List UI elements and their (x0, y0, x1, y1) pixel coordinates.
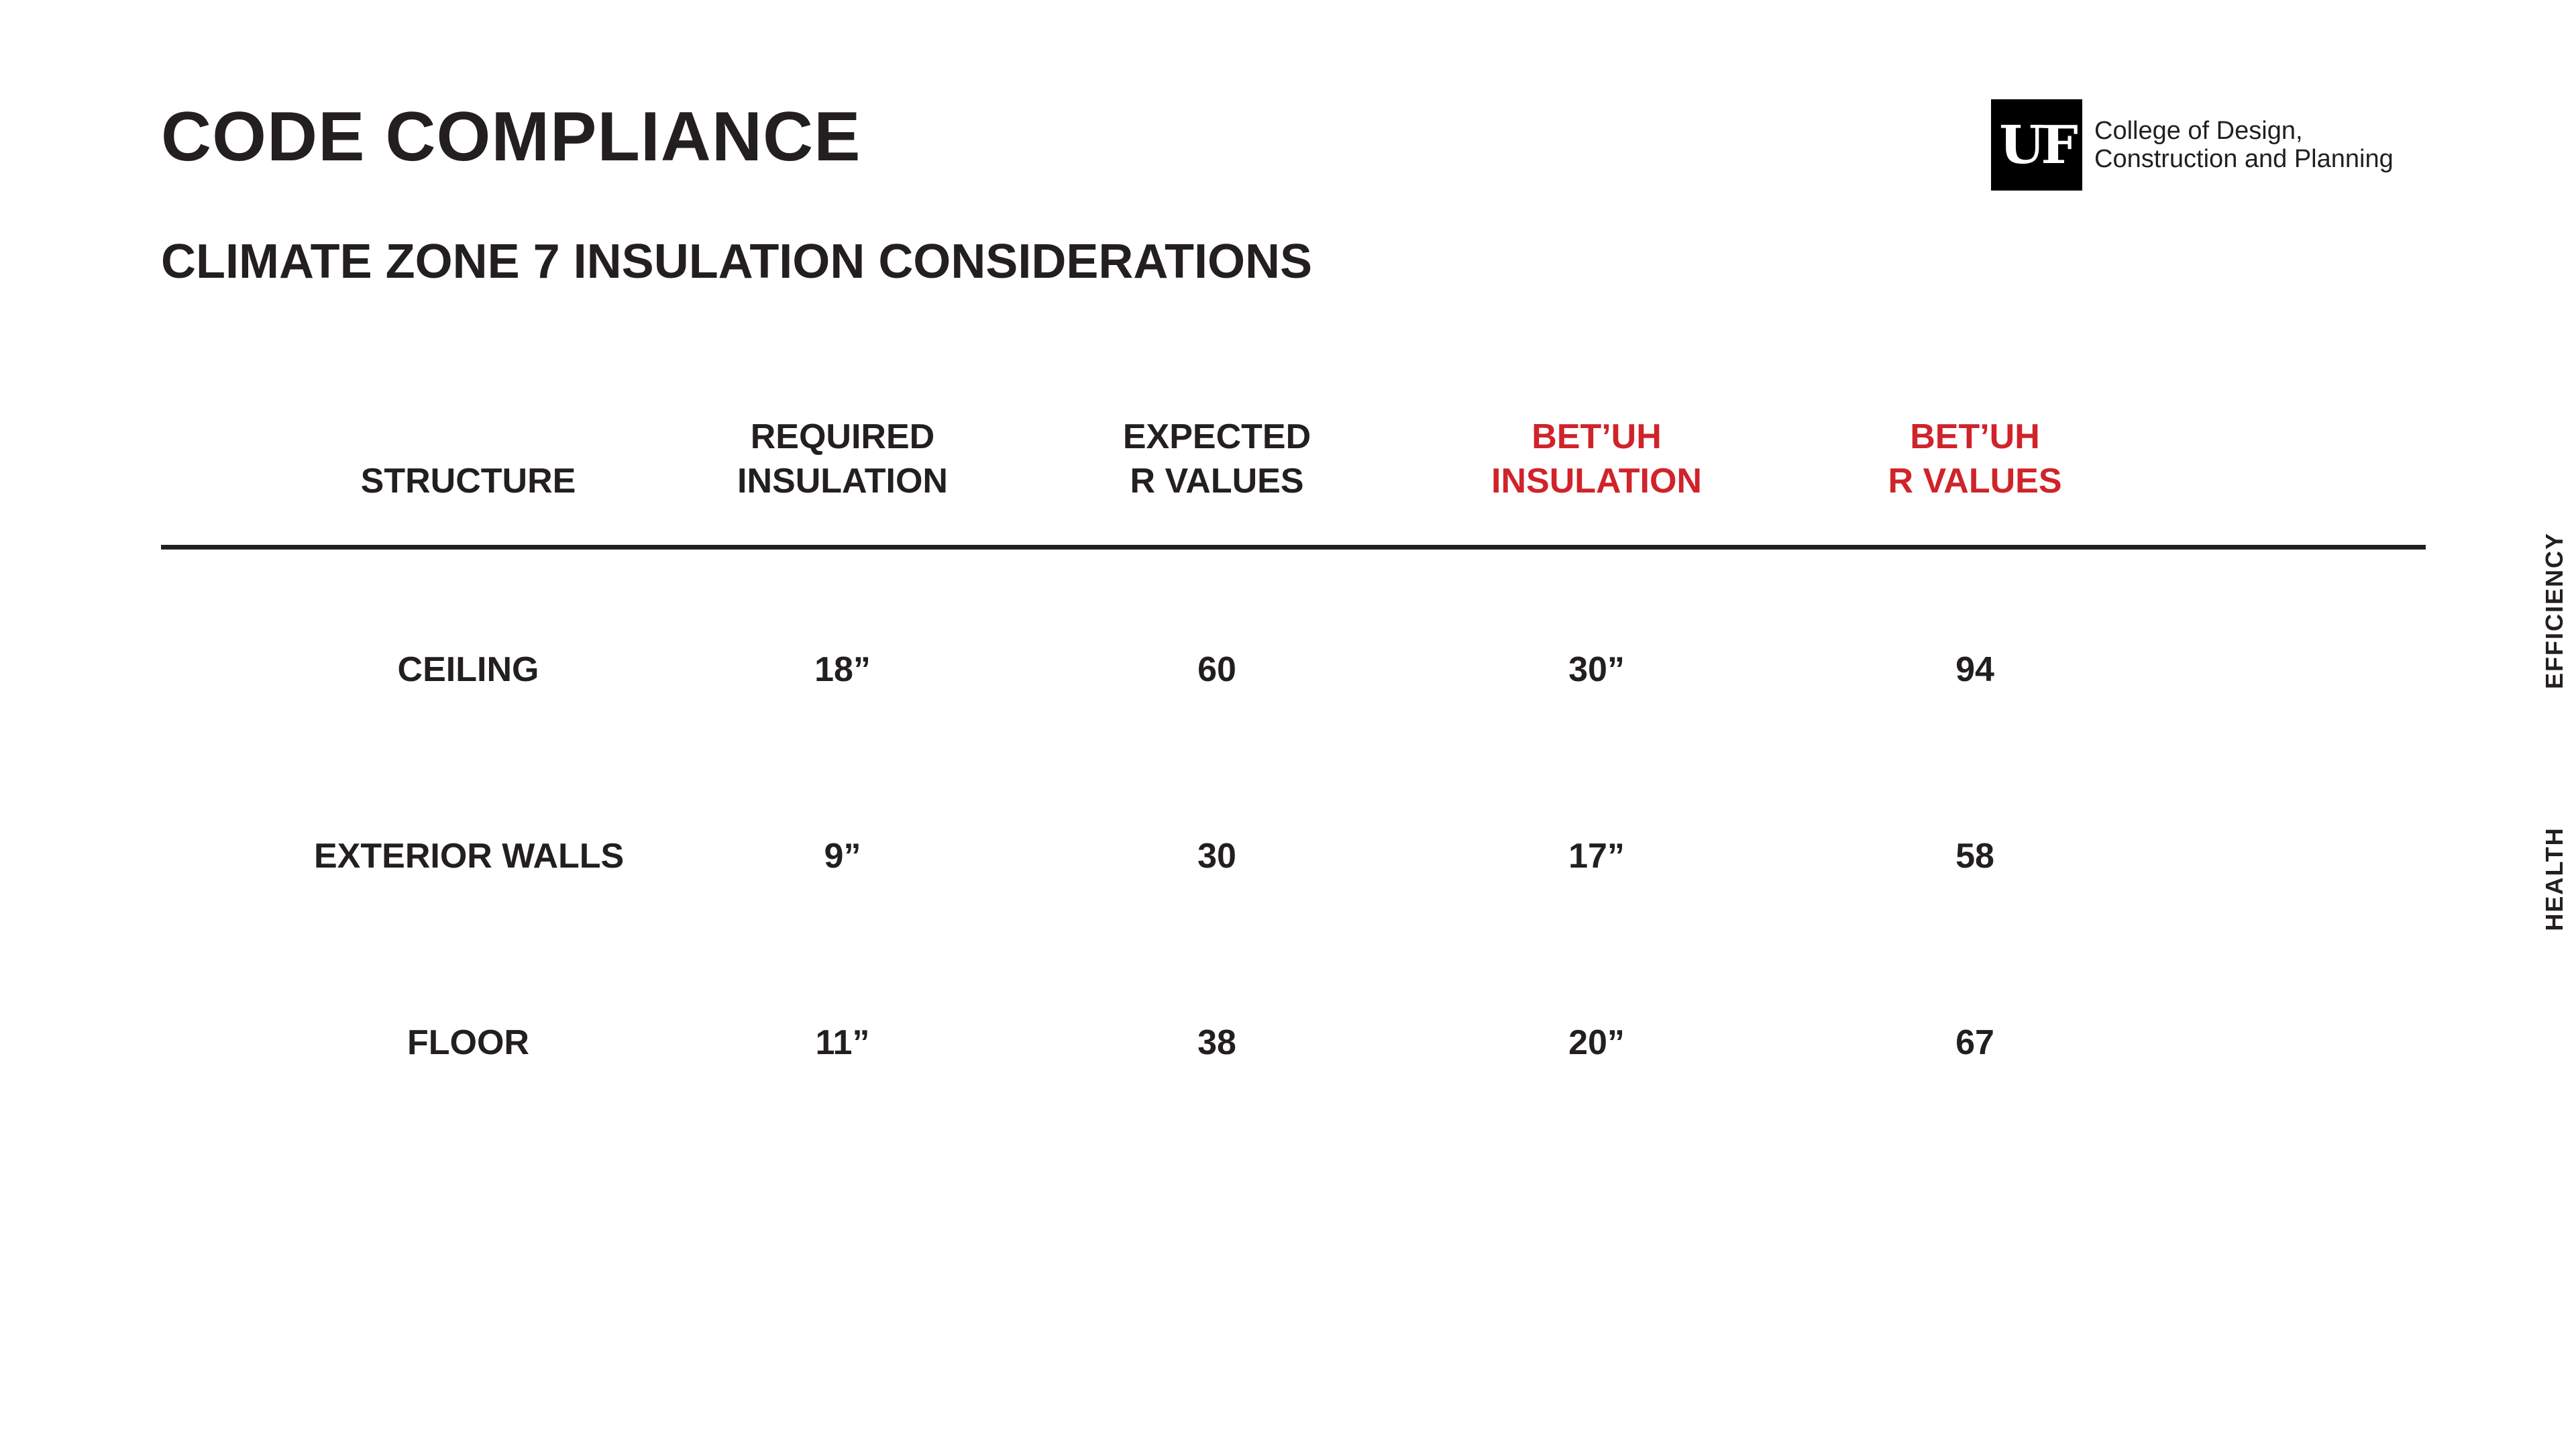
college-name: College of Design, Construction and Plan… (2094, 117, 2394, 173)
header-expected-r-values: EXPECTED R VALUES (1063, 415, 1371, 503)
header-betuh-r-values: BET’UH R VALUES (1821, 415, 2129, 503)
row-exterior-walls-betuh-insulation: 17” (1568, 837, 1625, 876)
row-ceiling-structure: CEILING (397, 650, 539, 689)
row-floor-required: 11” (815, 1023, 870, 1062)
header-betuh-insulation: BET’UH INSULATION (1442, 415, 1751, 503)
side-tab-efficiency[interactable]: EFFICIENCY (2540, 532, 2568, 690)
row-exterior-walls-expected: 30 (1197, 837, 1236, 876)
header-expected-line-2: R VALUES (1130, 462, 1304, 501)
row-floor-betuh-insulation: 20” (1568, 1023, 1625, 1062)
header-expected-line-1: EXPECTED (1122, 417, 1311, 456)
row-floor-betuh-r: 67 (1955, 1023, 1994, 1062)
uf-logo-mark: UF (1991, 99, 2082, 191)
college-name-line-1: College of Design, (2094, 117, 2303, 145)
page-subtitle: CLIMATE ZONE 7 INSULATION CONSIDERATIONS (161, 235, 1313, 289)
uf-logo: UF College of Design, Construction and P… (1991, 99, 2394, 191)
header-betuh-insulation-line-2: INSULATION (1491, 462, 1702, 501)
row-ceiling-expected: 60 (1197, 650, 1236, 689)
header-betuh-insulation-line-1: BET’UH (1532, 417, 1662, 456)
row-exterior-walls-required: 9” (824, 837, 861, 876)
side-tab-health[interactable]: HEALTH (2540, 827, 2568, 931)
header-structure: STRUCTURE (314, 415, 623, 503)
row-floor-expected: 38 (1197, 1023, 1236, 1062)
college-name-line-2: Construction and Planning (2094, 145, 2394, 173)
header-structure-line-1: STRUCTURE (360, 462, 576, 501)
page-title: CODE COMPLIANCE (161, 98, 861, 176)
header-betuh-r-line-2: R VALUES (1888, 462, 2062, 501)
row-ceiling-required: 18” (814, 650, 871, 689)
header-required-line-1: REQUIRED (750, 417, 935, 456)
row-exterior-walls-betuh-r: 58 (1955, 837, 1994, 876)
row-ceiling-betuh-r: 94 (1955, 650, 1994, 689)
header-required-insulation: REQUIRED INSULATION (688, 415, 997, 503)
header-betuh-r-line-1: BET’UH (1910, 417, 2040, 456)
row-ceiling-betuh-insulation: 30” (1568, 650, 1625, 689)
header-divider (161, 545, 2426, 550)
row-exterior-walls-structure: EXTERIOR WALLS (314, 837, 625, 876)
header-required-line-2: INSULATION (737, 462, 948, 501)
row-floor-structure: FLOOR (407, 1023, 529, 1062)
